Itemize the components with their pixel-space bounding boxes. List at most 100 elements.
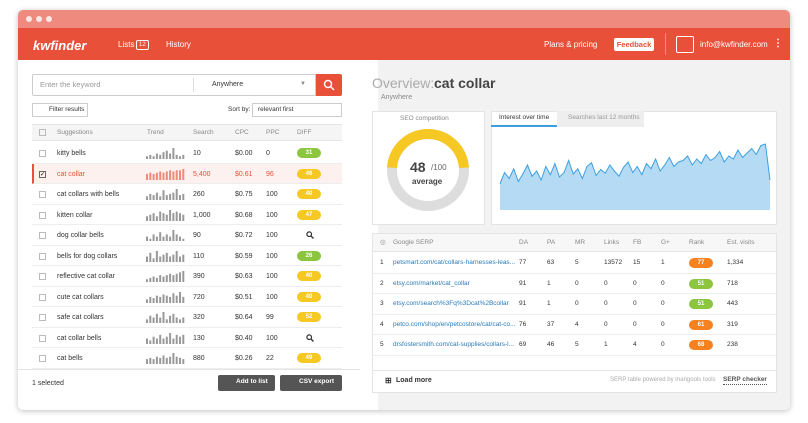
nav-link[interactable]: History <box>166 40 191 49</box>
column-header: Est. visits <box>727 239 755 246</box>
keyword[interactable]: cat bells <box>57 355 83 362</box>
trend-bar <box>165 295 168 303</box>
search-icon[interactable] <box>306 231 314 239</box>
nav-link[interactable]: Lists <box>118 40 135 49</box>
checkbox[interactable] <box>39 211 46 219</box>
trend-bar <box>162 190 165 200</box>
window-dot[interactable] <box>46 16 52 22</box>
search-icon[interactable] <box>306 333 314 342</box>
keyword-row[interactable] <box>32 184 342 205</box>
load-more-button[interactable]: Load more <box>396 377 432 384</box>
trend-bar <box>149 277 152 282</box>
checkbox[interactable] <box>39 293 46 301</box>
checkbox[interactable] <box>39 232 46 239</box>
serp-url[interactable]: etsy.com/market/cat_collar <box>393 279 470 287</box>
checkbox[interactable] <box>39 314 46 321</box>
trend-bar <box>155 236 158 241</box>
trend-bar <box>172 230 175 241</box>
keyword[interactable]: bells for dog collars <box>57 252 118 260</box>
column-header: Rank <box>689 239 705 246</box>
trend-bar <box>149 154 152 159</box>
keyword[interactable]: reflective cat collar <box>57 273 115 280</box>
serp-url[interactable]: petco.com/shop/en/petcostore/cat/cat-co.… <box>393 320 516 328</box>
trend-bar <box>169 209 172 221</box>
nav-link[interactable]: Plans & pricing <box>544 40 598 49</box>
window-dot[interactable] <box>36 16 42 22</box>
icon-part <box>306 231 313 238</box>
trend-bar <box>179 256 181 262</box>
search-button[interactable] <box>316 74 342 96</box>
trend-bar <box>175 234 178 241</box>
keyword[interactable]: cute cat collars <box>57 293 104 301</box>
trend-bar <box>152 297 155 303</box>
window-dot[interactable] <box>26 16 32 22</box>
keyword-row[interactable] <box>32 307 342 328</box>
keyword[interactable]: safe cat collars <box>57 314 104 321</box>
feedback-button[interactable]: Feedback <box>614 38 654 51</box>
sort-select[interactable]: relevant first <box>252 103 342 117</box>
trend-bar <box>182 296 185 303</box>
metric-pa: 1 <box>547 300 551 307</box>
rank-badge: 77 <box>689 258 713 268</box>
trend-bar <box>172 313 175 323</box>
keyword-row[interactable] <box>32 143 342 164</box>
checkbox[interactable] <box>39 355 46 362</box>
serp-url[interactable]: etsy.com/search%3Fq%3Dcat%2Bcollar <box>393 300 509 307</box>
checkbox[interactable] <box>39 334 46 342</box>
filter-button[interactable]: Filter results <box>32 103 88 117</box>
search-volume: 110 <box>193 252 205 260</box>
trend-bar <box>175 317 178 323</box>
csv-export-button[interactable]: CSV export <box>280 375 342 391</box>
serp-url[interactable]: petsmart.com/cat/collars-harnesses-leas.… <box>393 259 516 266</box>
trend-sparkline <box>146 312 185 323</box>
keyword[interactable]: dog collar bells <box>57 232 104 239</box>
checkbox[interactable]: ✓ <box>39 170 46 178</box>
icon-part <box>310 235 314 239</box>
keyword[interactable]: cat collar <box>57 170 86 178</box>
trend-bar <box>146 256 148 262</box>
trend-bar <box>172 170 175 180</box>
checkbox[interactable] <box>39 129 46 136</box>
checkbox[interactable] <box>39 191 46 198</box>
tab[interactable]: Searches last 12 months <box>557 111 644 127</box>
user-email[interactable]: info@kwfinder.com <box>700 40 768 49</box>
metric-pa: 63 <box>547 259 555 266</box>
trend-bar <box>175 273 178 282</box>
checkbox[interactable] <box>39 273 46 280</box>
trend-bar <box>165 357 168 364</box>
checkbox[interactable] <box>39 150 46 157</box>
avatar-icon[interactable] <box>676 36 694 53</box>
keyword-row[interactable] <box>32 328 342 348</box>
checkbox[interactable] <box>39 252 46 260</box>
trend-bar <box>165 275 168 282</box>
trend-bar <box>165 170 168 180</box>
trend-bar <box>159 154 162 159</box>
logo[interactable]: kwfinder <box>33 38 87 53</box>
trend-bar <box>162 152 165 159</box>
keyword[interactable]: cat collars with bells <box>57 191 120 198</box>
keyword[interactable]: kitten collar <box>57 211 93 219</box>
keyword-row[interactable] <box>32 246 342 266</box>
trend-bar <box>162 254 165 262</box>
trend-bar <box>146 173 148 180</box>
trend-bar <box>172 275 175 282</box>
menu-icon[interactable]: ⋮ <box>773 38 783 49</box>
keyword-row[interactable] <box>32 287 342 307</box>
keyword-row[interactable] <box>32 205 342 225</box>
serp-checker-link[interactable]: SERP checker <box>723 376 767 385</box>
keyword[interactable]: kitty bells <box>57 150 86 157</box>
keyword-row[interactable] <box>32 266 342 287</box>
location-select[interactable]: Anywhere <box>212 81 244 88</box>
keyword[interactable]: cat collar bells <box>57 334 102 342</box>
serp-url[interactable]: drsfostersmith.com/cat-supplies/collars-… <box>393 341 515 348</box>
add-to-list-button[interactable]: Add to list <box>218 375 275 391</box>
metric-fb: 0 <box>633 320 637 328</box>
keyword-row[interactable] <box>32 163 342 184</box>
keyword-row[interactable] <box>32 225 342 246</box>
trend-bar <box>172 338 175 344</box>
tab[interactable]: Interest over time <box>491 111 557 127</box>
trend-bar <box>179 212 181 221</box>
keyword-input[interactable] <box>32 74 316 96</box>
trend-bar <box>182 254 185 262</box>
keyword-row[interactable] <box>32 348 342 369</box>
